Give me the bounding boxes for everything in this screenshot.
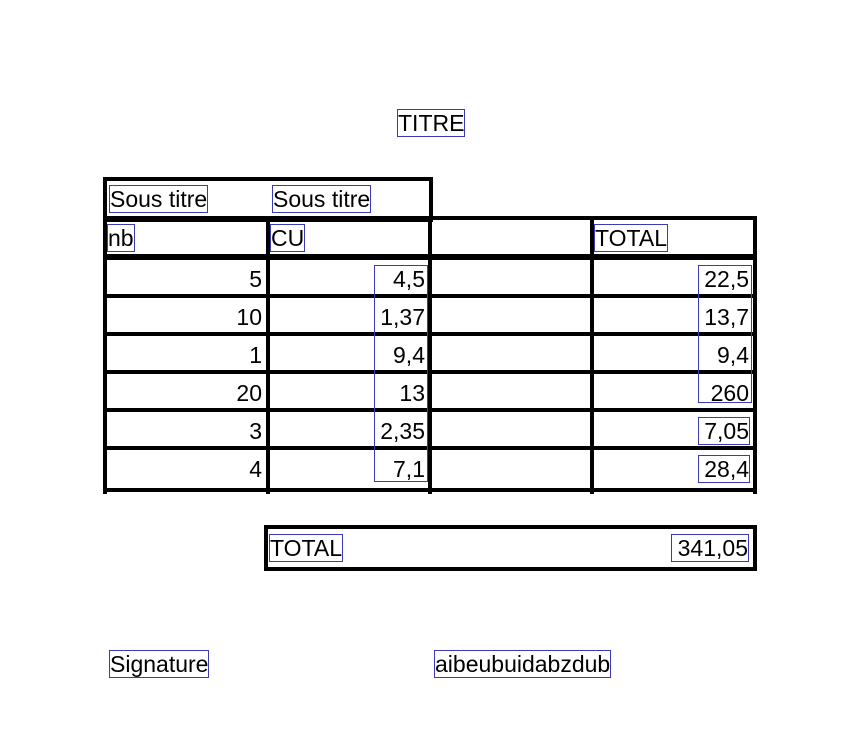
row-2-total: 13,7 <box>704 304 749 330</box>
row-1-total: 22,5 <box>704 266 749 292</box>
invoice-table: nb CU TOTAL 5 4,5 22,5 10 1,37 13,7 1 9,… <box>103 216 757 494</box>
grand-total-label: TOTAL <box>269 534 343 562</box>
row-2-nb: 10 <box>236 304 262 330</box>
subtitle-1: Sous titre <box>108 185 209 213</box>
row-3-total: 9,4 <box>717 342 749 368</box>
row-6-total: 28,4 <box>698 455 750 483</box>
row-2-cu: 1,37 <box>380 304 425 330</box>
row-3-cu: 9,4 <box>393 342 425 368</box>
subtitle-2: Sous titre <box>271 185 372 213</box>
row-1-cu: 4,5 <box>393 266 425 292</box>
row-5-cu: 2,35 <box>380 418 425 444</box>
footer-text: aibeubuidabzdub <box>433 650 612 678</box>
row-4-total: 260 <box>710 380 749 406</box>
grand-total-box <box>264 525 757 571</box>
row-5-total: 7,05 <box>698 417 750 445</box>
header-cu: CU <box>269 224 306 252</box>
header-nb: nb <box>107 224 135 252</box>
row-1-nb: 5 <box>249 266 262 292</box>
header-total: TOTAL <box>594 224 668 252</box>
signature-label: Signature <box>108 650 210 678</box>
row-6-cu: 7,1 <box>393 456 425 482</box>
row-6-nb: 4 <box>249 456 262 482</box>
row-4-nb: 20 <box>236 380 262 406</box>
document-title: TITRE <box>396 109 466 137</box>
row-4-cu: 13 <box>399 380 425 406</box>
row-5-nb: 3 <box>249 418 262 444</box>
row-3-nb: 1 <box>249 342 262 368</box>
grand-total-value: 341,05 <box>671 534 749 562</box>
